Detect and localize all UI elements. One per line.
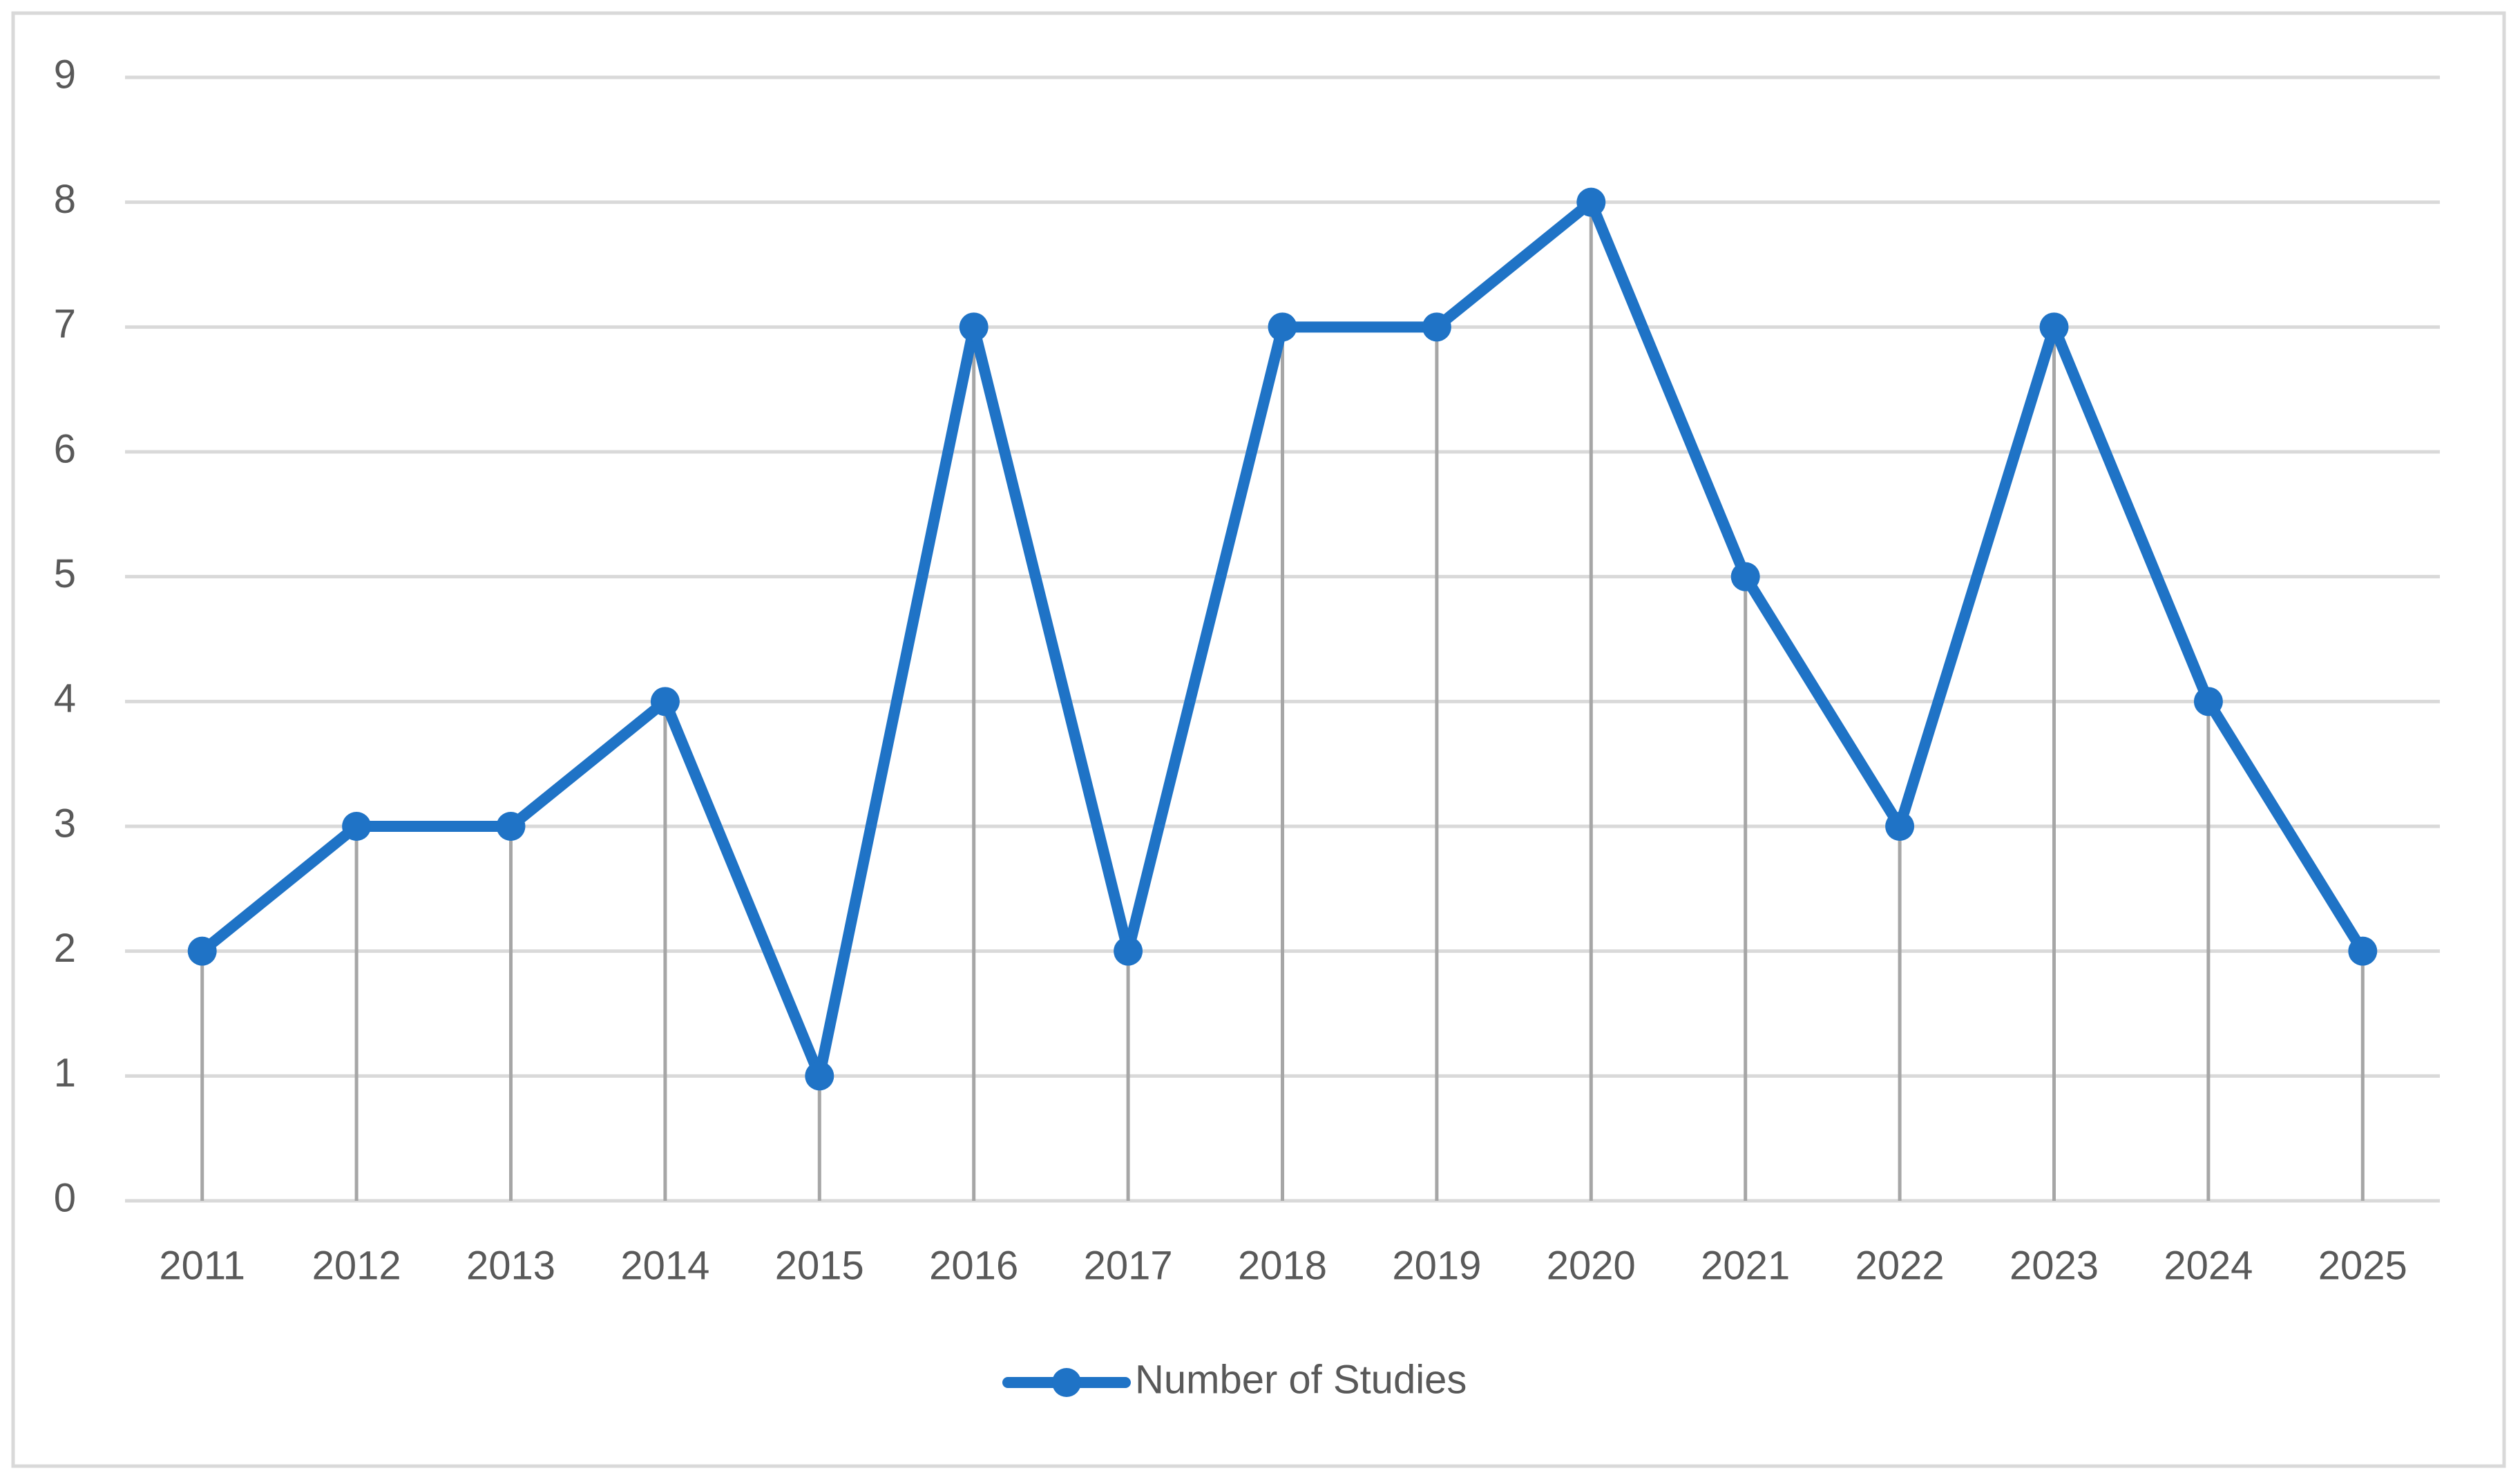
y-tick-label: 7 [54,302,76,347]
x-tick-label: 2023 [2010,1243,2099,1288]
marker [2193,687,2223,716]
x-tick-label: 2021 [1701,1243,1790,1288]
x-tick-label: 2013 [466,1243,555,1288]
marker [496,812,526,841]
y-tick-label: 2 [54,926,76,971]
marker [959,312,989,342]
x-tick-label: 2025 [2318,1243,2407,1288]
marker [1730,562,1760,591]
x-tick-label: 2015 [775,1243,864,1288]
y-tick-label: 5 [54,551,76,596]
x-tick-label: 2024 [2164,1243,2253,1288]
marker [650,687,680,716]
x-tick-label: 2011 [159,1243,245,1288]
legend-marker [1052,1368,1081,1397]
marker [805,1061,834,1091]
marker [2348,936,2378,966]
marker [187,936,217,966]
y-tick-label: 4 [54,676,76,721]
x-tick-label: 2020 [1547,1243,1636,1288]
y-tick-label: 6 [54,426,76,471]
legend-label: Number of Studies [1135,1357,1467,1402]
y-tick-label: 0 [54,1175,76,1220]
marker [1114,936,1143,966]
chart-border [11,11,2506,1468]
x-tick-label: 2016 [929,1243,1018,1288]
x-tick-label: 2014 [620,1243,709,1288]
marker [1422,312,1451,342]
x-tick-label: 2018 [1238,1243,1327,1288]
y-tick-label: 8 [54,177,76,222]
y-tick-label: 9 [54,52,76,97]
marker [1268,312,1297,342]
marker [2039,312,2069,342]
marker [1885,812,1915,841]
marker [342,812,372,841]
marker [1576,187,1606,217]
y-tick-label: 3 [54,801,76,846]
x-tick-label: 2019 [1392,1243,1481,1288]
x-tick-label: 2022 [1855,1243,1945,1288]
x-tick-label: 2012 [312,1243,401,1288]
y-tick-label: 1 [54,1051,76,1096]
x-tick-label: 2017 [1084,1243,1173,1288]
